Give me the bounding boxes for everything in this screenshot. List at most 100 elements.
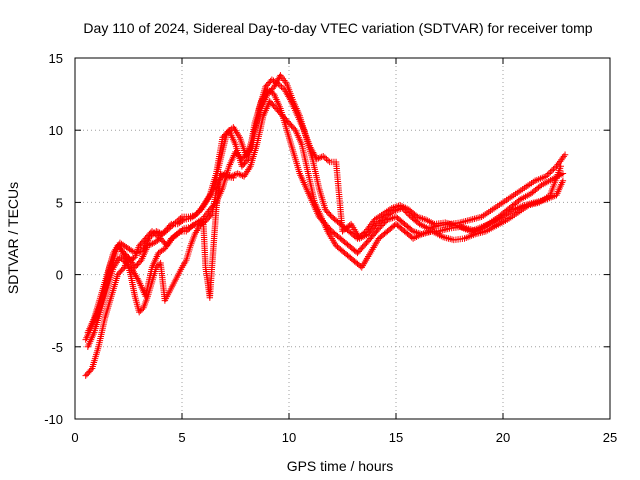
data-point — [137, 307, 144, 314]
data-point — [127, 247, 135, 254]
data-point — [198, 220, 206, 228]
data-point — [169, 222, 176, 229]
data-point — [177, 215, 184, 222]
data-point — [123, 243, 130, 251]
data-point — [194, 209, 202, 216]
data-point — [173, 217, 181, 225]
data-point — [154, 237, 161, 244]
series-trace-1 — [82, 86, 567, 343]
data-point — [268, 76, 276, 83]
data-point — [515, 197, 522, 204]
data-point — [126, 246, 133, 253]
data-point — [536, 183, 544, 190]
data-point — [191, 212, 199, 219]
data-point — [544, 171, 551, 179]
data-point — [124, 245, 132, 252]
data-point — [170, 220, 178, 228]
data-point — [160, 246, 167, 253]
x-tick-label: 0 — [71, 430, 78, 445]
data-point — [179, 226, 186, 234]
data-point — [542, 173, 549, 180]
data-point — [231, 171, 238, 179]
x-tick-label: 10 — [282, 430, 296, 445]
data-point — [119, 241, 127, 249]
data-point — [561, 151, 569, 158]
grid-lines — [75, 58, 610, 419]
data-point — [121, 242, 128, 250]
data-point — [379, 220, 387, 228]
data-point — [375, 225, 383, 232]
data-point — [551, 164, 559, 171]
data-point — [320, 152, 327, 160]
data-point — [323, 155, 330, 163]
data-point — [153, 228, 160, 235]
data-point — [223, 129, 231, 137]
data-point — [315, 155, 322, 162]
data-point — [377, 223, 384, 231]
data-point — [324, 157, 332, 164]
data-point — [147, 241, 155, 248]
data-point — [177, 228, 185, 235]
x-axis-ticks: 0 5 10 15 20 25 — [71, 58, 617, 445]
data-point — [146, 233, 154, 241]
data-point — [154, 262, 161, 270]
plot-frame — [74, 57, 611, 420]
data-point — [118, 240, 125, 248]
data-point — [119, 265, 127, 273]
data-point — [278, 83, 285, 91]
data-point — [197, 222, 204, 229]
data-point — [157, 230, 165, 237]
data-point — [195, 218, 202, 225]
x-tick-label: 5 — [178, 430, 185, 445]
data-point — [321, 154, 329, 161]
data-point — [136, 258, 144, 265]
data-point — [193, 219, 201, 226]
x-tick-label: 20 — [496, 430, 510, 445]
y-tick-label: 15 — [49, 51, 63, 66]
data-point — [406, 212, 413, 219]
data-point — [327, 212, 334, 219]
x-axis-label: GPS time / hours — [287, 458, 394, 474]
series-trace-4 — [84, 72, 567, 350]
data-point — [188, 222, 196, 230]
data-point — [149, 230, 157, 238]
data-point — [236, 171, 243, 178]
data-point — [187, 223, 194, 231]
y-tick-label: -10 — [44, 412, 63, 427]
data-point — [192, 220, 199, 227]
data-series — [82, 72, 569, 379]
data-point — [545, 170, 553, 177]
x-tick-label: 25 — [603, 430, 617, 445]
data-point — [548, 167, 556, 174]
data-point — [547, 168, 554, 176]
data-point — [149, 240, 156, 247]
data-point — [155, 249, 162, 257]
y-tick-label: -5 — [51, 340, 63, 355]
chart-title: Day 110 of 2024, Sidereal Day-to-day VTE… — [83, 20, 592, 36]
y-axis-label: SDTVAR / TECUs — [5, 182, 21, 294]
data-point — [175, 216, 182, 223]
data-point — [138, 306, 146, 313]
data-point — [167, 223, 174, 231]
data-point — [156, 248, 164, 256]
data-point — [116, 254, 124, 261]
data-point — [87, 366, 95, 374]
x-tick-label: 15 — [389, 430, 403, 445]
data-point — [361, 229, 368, 236]
y-tick-label: 5 — [56, 195, 63, 210]
data-point — [225, 128, 232, 135]
data-point — [381, 219, 388, 226]
data-point — [168, 235, 175, 242]
data-point — [171, 233, 178, 240]
data-point — [372, 222, 379, 229]
data-point — [378, 222, 385, 229]
data-point — [136, 308, 143, 316]
data-point — [174, 230, 181, 238]
data-point — [196, 207, 203, 215]
y-tick-label: 0 — [56, 268, 63, 283]
data-point — [193, 210, 200, 218]
data-point — [159, 230, 166, 238]
data-point — [150, 239, 158, 247]
data-point — [162, 228, 170, 235]
